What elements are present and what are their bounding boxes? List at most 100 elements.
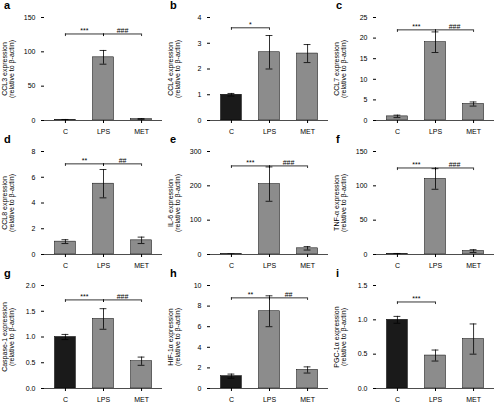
svg-text:HIF-1α expression(relative to: HIF-1α expression(relative to β-actin): [167, 308, 182, 366]
svg-text:C: C: [395, 128, 400, 134]
svg-text:1.0: 1.0: [358, 316, 368, 323]
svg-text:2: 2: [32, 225, 36, 232]
svg-text:C: C: [229, 396, 234, 402]
svg-text:1.0: 1.0: [26, 333, 36, 340]
svg-text:**: **: [248, 291, 254, 298]
svg-text:25: 25: [360, 14, 368, 21]
svg-text:5: 5: [364, 96, 368, 103]
svg-text:LPS: LPS: [429, 128, 443, 134]
svg-text:MET: MET: [134, 396, 150, 402]
svg-text:0.0: 0.0: [358, 385, 368, 392]
html-text:a: a: [4, 0, 11, 11]
svg-text:MET: MET: [134, 128, 150, 134]
svg-text:3: 3: [198, 39, 202, 46]
svg-text:1.5: 1.5: [26, 307, 36, 314]
svg-text:0.0: 0.0: [26, 385, 36, 392]
svg-text:##: ##: [119, 157, 127, 164]
svg-text:0: 0: [32, 117, 36, 124]
svg-text:PGC-1α expression(relative to: PGC-1α expression(relative to β-actin): [333, 306, 348, 367]
svg-text:0: 0: [364, 117, 368, 124]
svg-text:0: 0: [198, 251, 202, 258]
svg-text:C: C: [63, 262, 68, 268]
svg-text:Caspase-1 expression(relative: Caspase-1 expression(relative to β-actin…: [1, 302, 16, 372]
svg-text:LPS: LPS: [263, 396, 277, 402]
svg-text:8: 8: [32, 148, 36, 155]
svg-text:IL-6 expression(relative to β-: IL-6 expression(relative to β-actin): [167, 174, 182, 232]
svg-text:1.5: 1.5: [358, 282, 368, 289]
svg-text:CCL8 expression(relative to β-: CCL8 expression(relative to β-actin): [1, 174, 16, 232]
svg-text:MET: MET: [300, 262, 316, 268]
svg-text:300: 300: [190, 148, 202, 155]
svg-text:LPS: LPS: [97, 262, 111, 268]
svg-text:###: ###: [283, 159, 295, 166]
svg-text:LPS: LPS: [97, 128, 111, 134]
svg-text:##: ##: [285, 291, 293, 298]
svg-text:LPS: LPS: [263, 262, 277, 268]
svg-text:100: 100: [356, 182, 368, 189]
svg-text:6: 6: [198, 323, 202, 330]
svg-text:LPS: LPS: [97, 396, 111, 402]
svg-text:C: C: [395, 262, 400, 268]
svg-text:100: 100: [190, 216, 202, 223]
svg-text:200: 200: [190, 182, 202, 189]
html-text:c: c: [336, 0, 343, 11]
svg-text:4: 4: [32, 199, 36, 206]
svg-text:0.5: 0.5: [358, 350, 368, 357]
svg-text:MET: MET: [466, 262, 482, 268]
svg-text:CCL4 expression(relative to β-: CCL4 expression(relative to β-actin): [167, 40, 182, 98]
svg-text:***: ***: [80, 293, 88, 300]
svg-text:2: 2: [198, 364, 202, 371]
svg-text:C: C: [229, 262, 234, 268]
svg-text:C: C: [63, 396, 68, 402]
svg-text:1: 1: [198, 91, 202, 98]
svg-text:8: 8: [198, 302, 202, 309]
svg-text:***: ***: [80, 27, 88, 34]
svg-text:0: 0: [198, 385, 202, 392]
svg-text:MET: MET: [300, 128, 316, 134]
svg-text:***: ***: [412, 161, 420, 168]
svg-text:CCL7 expression(relative to β-: CCL7 expression(relative to β-actin): [333, 40, 348, 98]
svg-text:4: 4: [198, 344, 202, 351]
svg-text:100: 100: [24, 48, 36, 55]
html-text:e: e: [170, 133, 177, 145]
svg-text:###: ###: [117, 293, 129, 300]
svg-text:MET: MET: [466, 396, 482, 402]
svg-text:###: ###: [449, 161, 461, 168]
svg-text:C: C: [395, 396, 400, 402]
svg-text:**: **: [82, 157, 88, 164]
svg-text:LPS: LPS: [263, 128, 277, 134]
svg-text:***: ***: [412, 23, 420, 30]
svg-text:###: ###: [449, 23, 461, 30]
svg-text:10: 10: [360, 76, 368, 83]
svg-text:150: 150: [356, 148, 368, 155]
svg-text:0.5: 0.5: [26, 359, 36, 366]
svg-text:MET: MET: [134, 262, 150, 268]
svg-text:0: 0: [198, 117, 202, 124]
svg-text:MET: MET: [466, 128, 482, 134]
svg-text:CCL3 expression(relative to β-: CCL3 expression(relative to β-actin): [1, 40, 16, 98]
svg-text:0: 0: [32, 251, 36, 258]
svg-text:LPS: LPS: [429, 262, 443, 268]
svg-text:6: 6: [32, 173, 36, 180]
svg-text:4: 4: [198, 14, 202, 21]
svg-text:***: ***: [412, 295, 420, 302]
svg-text:150: 150: [24, 14, 36, 21]
svg-text:50: 50: [360, 216, 368, 223]
html-text:d: d: [4, 133, 11, 145]
svg-text:LPS: LPS: [429, 396, 443, 402]
svg-text:C: C: [63, 128, 68, 134]
svg-text:0: 0: [364, 251, 368, 258]
svg-text:*: *: [249, 21, 252, 28]
svg-text:C: C: [229, 128, 234, 134]
svg-text:50: 50: [28, 82, 36, 89]
svg-text:15: 15: [360, 55, 368, 62]
svg-text:2.0: 2.0: [26, 282, 36, 289]
svg-text:10: 10: [194, 282, 202, 289]
svg-text:MET: MET: [300, 396, 316, 402]
svg-text:20: 20: [360, 34, 368, 41]
svg-text:2: 2: [198, 65, 202, 72]
html-text:b: b: [170, 0, 177, 11]
svg-text:TNF-α expression(relative to β: TNF-α expression(relative to β-actin): [333, 174, 348, 232]
svg-text:###: ###: [117, 27, 129, 34]
svg-text:***: ***: [246, 159, 254, 166]
